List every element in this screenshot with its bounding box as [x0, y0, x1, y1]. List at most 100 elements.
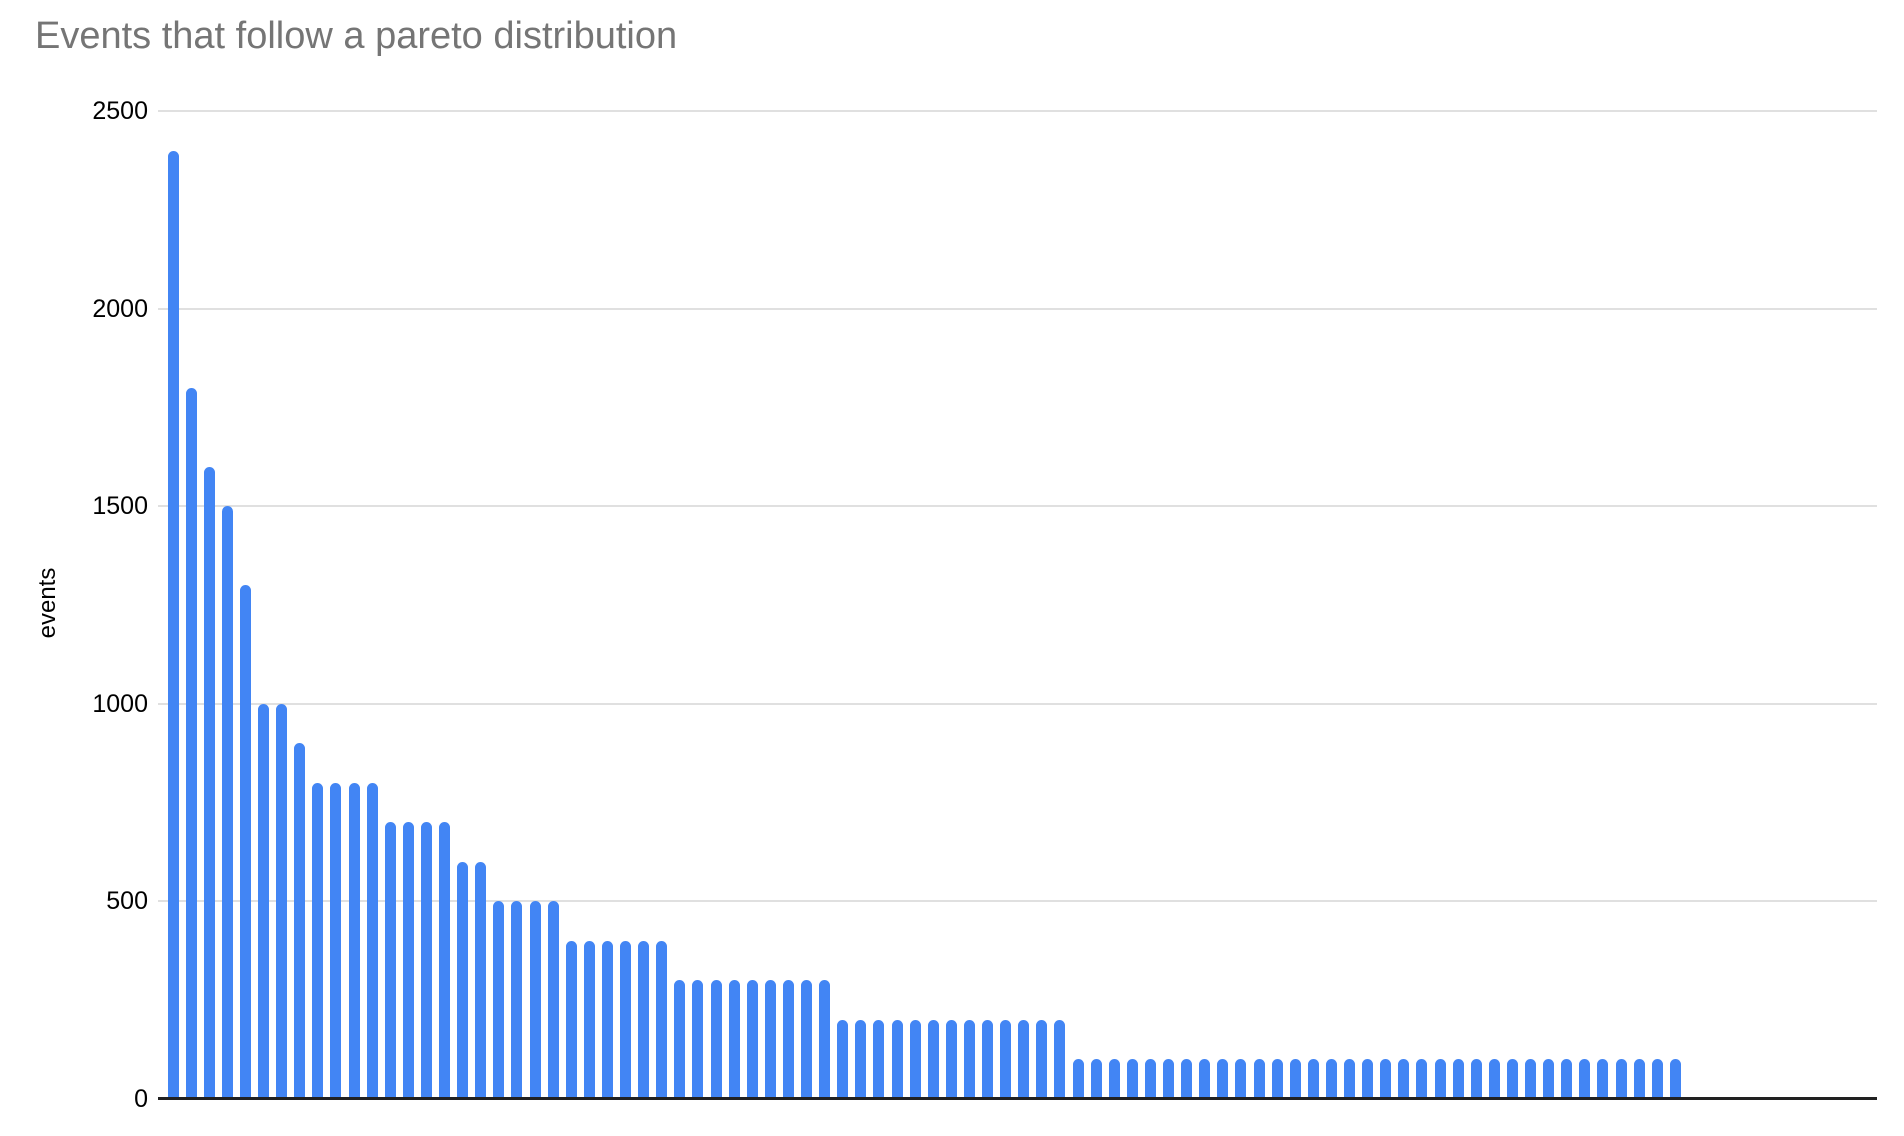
bar[interactable]: [366, 782, 378, 1099]
y-tick-label-500: 500: [106, 887, 148, 916]
bar[interactable]: [692, 980, 704, 1099]
bar[interactable]: [638, 940, 650, 1099]
bar[interactable]: [294, 743, 306, 1099]
bar[interactable]: [1362, 1059, 1374, 1099]
bar[interactable]: [837, 1019, 849, 1099]
y-tick-label-2500: 2500: [92, 97, 148, 125]
y-tick-label-2000: 2000: [92, 294, 148, 323]
bar[interactable]: [1235, 1059, 1247, 1099]
bar[interactable]: [348, 782, 360, 1099]
bar[interactable]: [1054, 1019, 1066, 1099]
bar[interactable]: [1470, 1059, 1482, 1099]
bar[interactable]: [420, 822, 432, 1099]
bar[interactable]: [782, 980, 794, 1099]
bar[interactable]: [945, 1019, 957, 1099]
bar[interactable]: [1072, 1059, 1084, 1099]
bar[interactable]: [982, 1019, 993, 1099]
bar[interactable]: [1144, 1059, 1156, 1099]
bar[interactable]: [475, 861, 487, 1099]
bar[interactable]: [1416, 1059, 1428, 1099]
bar[interactable]: [1126, 1059, 1138, 1099]
bar[interactable]: [1525, 1059, 1536, 1099]
bar[interactable]: [909, 1019, 921, 1099]
bar[interactable]: [1633, 1059, 1645, 1099]
y-tick-label-1000: 1000: [92, 689, 148, 718]
bar[interactable]: [258, 703, 269, 1099]
bar[interactable]: [1344, 1059, 1355, 1099]
bar[interactable]: [1434, 1059, 1446, 1099]
bar[interactable]: [457, 861, 469, 1099]
bar[interactable]: [239, 585, 251, 1099]
bar[interactable]: [529, 901, 541, 1099]
bar[interactable]: [439, 822, 450, 1099]
bar[interactable]: [801, 980, 812, 1099]
plot-area: [158, 110, 1877, 1100]
bar[interactable]: [927, 1019, 939, 1099]
bar[interactable]: [819, 980, 831, 1099]
bar[interactable]: [1543, 1059, 1555, 1099]
bar[interactable]: [493, 901, 505, 1099]
gridline-500: [158, 900, 1877, 903]
bar[interactable]: [276, 703, 288, 1099]
bar[interactable]: [710, 980, 722, 1099]
bar[interactable]: [167, 150, 179, 1099]
bar[interactable]: [674, 980, 686, 1099]
y-axis-title: events: [34, 567, 61, 639]
bar[interactable]: [764, 980, 776, 1099]
bar[interactable]: [1000, 1019, 1012, 1099]
bar[interactable]: [1579, 1059, 1591, 1099]
bar[interactable]: [1597, 1059, 1609, 1099]
bar[interactable]: [1271, 1059, 1283, 1099]
bar[interactable]: [1325, 1059, 1337, 1099]
bar[interactable]: [746, 980, 758, 1099]
y-tick-label-0: 0: [134, 1085, 148, 1113]
bar[interactable]: [1561, 1059, 1573, 1099]
bar[interactable]: [855, 1019, 867, 1099]
gridline-1500: [158, 505, 1877, 508]
bar[interactable]: [565, 940, 577, 1099]
bar[interactable]: [963, 1019, 975, 1099]
bar[interactable]: [1199, 1059, 1211, 1099]
bar[interactable]: [1018, 1019, 1030, 1099]
bar[interactable]: [511, 901, 523, 1099]
bar[interactable]: [873, 1019, 885, 1099]
bar[interactable]: [728, 980, 740, 1099]
x-axis-line: [158, 1097, 1877, 1100]
bar[interactable]: [203, 466, 215, 1099]
bar[interactable]: [656, 940, 668, 1099]
bar[interactable]: [1488, 1059, 1500, 1099]
bar[interactable]: [1253, 1059, 1265, 1099]
bar[interactable]: [1181, 1059, 1193, 1099]
bar[interactable]: [221, 506, 233, 1099]
bar[interactable]: [1217, 1059, 1229, 1099]
bar[interactable]: [402, 822, 414, 1099]
bar[interactable]: [1036, 1019, 1048, 1099]
bar[interactable]: [1307, 1059, 1319, 1099]
bar[interactable]: [1669, 1059, 1681, 1099]
gridline-2500: [158, 110, 1877, 112]
bar[interactable]: [891, 1019, 903, 1099]
bar[interactable]: [1163, 1059, 1174, 1099]
bar[interactable]: [1651, 1059, 1663, 1099]
gridline-1000: [158, 702, 1877, 705]
bar[interactable]: [1615, 1059, 1627, 1099]
bar[interactable]: [1108, 1059, 1120, 1099]
bar[interactable]: [1506, 1059, 1518, 1099]
y-tick-label-1500: 1500: [92, 492, 148, 521]
bar[interactable]: [620, 940, 631, 1099]
bar[interactable]: [1398, 1059, 1410, 1099]
bar[interactable]: [1289, 1059, 1301, 1099]
bar[interactable]: [583, 940, 595, 1099]
chart-title: Events that follow a pareto distribution: [35, 15, 678, 57]
bar[interactable]: [384, 822, 396, 1099]
bar[interactable]: [1090, 1059, 1102, 1099]
gridline-2000: [158, 307, 1877, 310]
bar[interactable]: [547, 901, 559, 1099]
bar[interactable]: [1380, 1059, 1392, 1099]
bar[interactable]: [312, 782, 324, 1099]
bar[interactable]: [185, 387, 197, 1099]
bar[interactable]: [601, 940, 613, 1099]
bar[interactable]: [330, 782, 342, 1099]
bar[interactable]: [1452, 1059, 1464, 1099]
